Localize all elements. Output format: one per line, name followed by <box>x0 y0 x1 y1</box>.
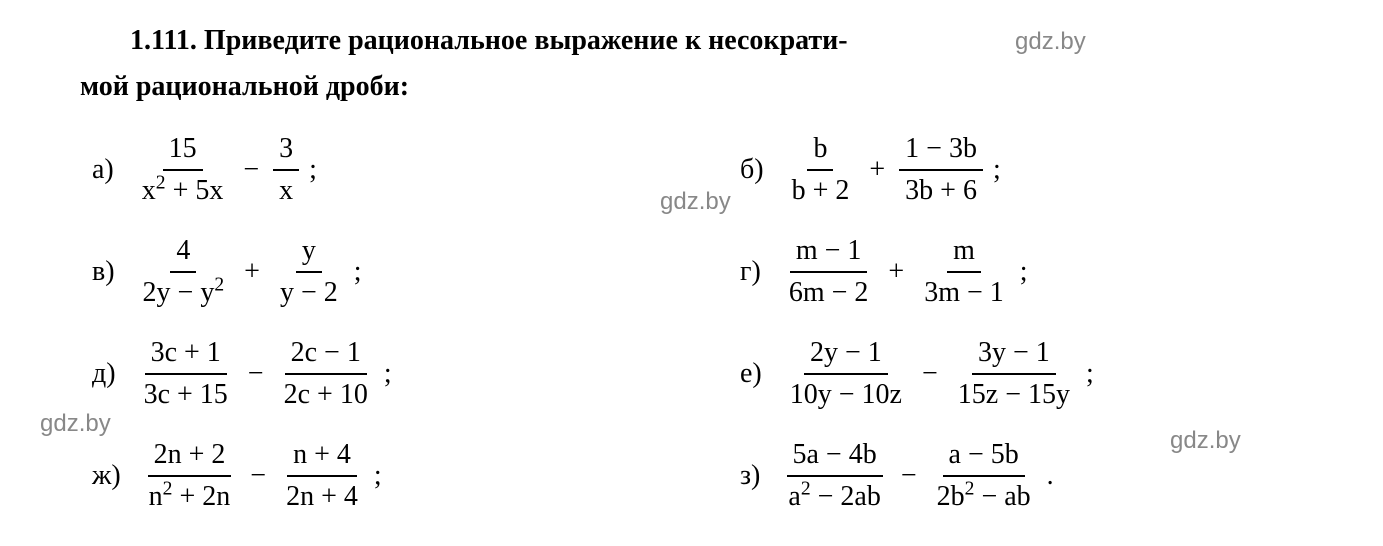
denominator: a2 − 2ab <box>782 477 886 515</box>
fraction: 3y − 115z − 15y <box>952 335 1076 414</box>
operator: + <box>869 154 885 186</box>
punctuation: ; <box>993 154 1001 186</box>
problem-header-line1: 1.111. Приведите рациональное выражение … <box>80 20 1303 62</box>
numerator: y <box>296 233 322 273</box>
punctuation: ; <box>374 460 382 492</box>
watermark-text: gdz.by <box>40 410 111 438</box>
problem-letter: б) <box>740 154 764 186</box>
fraction: 2n + 2n2 + 2n <box>143 437 237 516</box>
fraction: 2c − 12c + 10 <box>278 335 374 414</box>
fraction: n + 42n + 4 <box>280 437 364 516</box>
punctuation: ; <box>309 154 317 186</box>
problem-letter: д) <box>92 358 116 390</box>
left-column: а)15x2 + 5x−3x;в)42y − y2+yy − 2;д)3c + … <box>92 126 652 534</box>
right-column: б) bb + 2 +1 − 3b3b + 6; г) m − 16m − 2 + m3m … <box>740 126 1300 534</box>
punctuation: . <box>1047 460 1054 492</box>
numerator: 3 <box>273 131 299 171</box>
problem-letter: а) <box>92 154 114 186</box>
problem-letter: в) <box>92 256 115 288</box>
fraction: yy − 2 <box>274 233 344 312</box>
denominator: n2 + 2n <box>143 477 237 515</box>
numerator: 3y − 1 <box>972 335 1056 375</box>
numerator: a − 5b <box>943 437 1025 477</box>
numerator: 4 <box>170 233 196 273</box>
problem-letter: е) <box>740 358 762 390</box>
denominator: 2n + 4 <box>280 477 364 515</box>
fraction: 1 − 3b3b + 6 <box>899 131 983 210</box>
denominator: 2c + 10 <box>278 375 374 413</box>
problem-row: в) 42y − y2 + yy − 2; <box>92 228 652 316</box>
fraction: 2y − 110y − 10z <box>784 335 908 414</box>
numerator: 5a − 4b <box>787 437 883 477</box>
fraction: 3c + 13c + 15 <box>138 335 234 414</box>
denominator: 2y − y2 <box>137 273 231 311</box>
denominator: 3b + 6 <box>899 171 983 209</box>
punctuation: ; <box>384 358 392 390</box>
numerator: 15 <box>163 131 203 171</box>
numerator: 2c − 1 <box>285 335 367 375</box>
watermark-text: gdz.by <box>1170 427 1241 455</box>
fraction: 42y − y2 <box>137 233 231 312</box>
punctuation: ; <box>354 256 362 288</box>
problem-number: 1.111. <box>130 25 197 56</box>
numerator: n + 4 <box>287 437 357 477</box>
numerator: 1 − 3b <box>899 131 983 171</box>
operator: − <box>250 460 266 492</box>
punctuation: ; <box>1086 358 1094 390</box>
problem-letter: ж) <box>92 460 121 492</box>
numerator: 2n + 2 <box>148 437 232 477</box>
denominator: 10y − 10z <box>784 375 908 413</box>
problem-row: б) bb + 2 +1 − 3b3b + 6; <box>740 126 1300 214</box>
denominator: 2b2 − ab <box>931 477 1037 515</box>
fraction: 3x <box>273 131 299 210</box>
operator: + <box>888 256 904 288</box>
problem-letter: з) <box>740 460 760 492</box>
punctuation: ; <box>1020 256 1028 288</box>
numerator: b <box>807 131 833 171</box>
fraction: 15x2 + 5x <box>136 131 230 210</box>
denominator: 15z − 15y <box>952 375 1076 413</box>
fraction: m − 16m − 2 <box>783 233 875 312</box>
fraction: 5a − 4ba2 − 2ab <box>782 437 886 516</box>
operator: + <box>244 256 260 288</box>
watermark-text: gdz.by <box>1015 28 1086 56</box>
fraction: m3m − 1 <box>918 233 1010 312</box>
problem-row: ж) 2n + 2n2 + 2n−n + 42n + 4; <box>92 432 652 520</box>
problem-row: д) 3c + 13c + 15−2c − 12c + 10; <box>92 330 652 418</box>
numerator: 2y − 1 <box>804 335 888 375</box>
numerator: 3c + 1 <box>145 335 227 375</box>
denominator: x2 + 5x <box>136 171 230 209</box>
denominator: 3m − 1 <box>918 273 1010 311</box>
denominator: y − 2 <box>274 273 344 311</box>
denominator: x <box>273 171 299 209</box>
operator: − <box>922 358 938 390</box>
fraction: bb + 2 <box>786 131 856 210</box>
problem-row: г) m − 16m − 2 + m3m − 1; <box>740 228 1300 316</box>
problem-header-line2: мой рациональной дроби: <box>80 66 1303 108</box>
problem-row: е)2y − 110y − 10z−3y − 115z − 15y; <box>740 330 1300 418</box>
denominator: 6m − 2 <box>783 273 875 311</box>
problem-letter: г) <box>740 256 761 288</box>
denominator: 3c + 15 <box>138 375 234 413</box>
operator: − <box>248 358 264 390</box>
header-text-1: Приведите рациональное выражение к несок… <box>197 25 848 56</box>
numerator: m − 1 <box>790 233 868 273</box>
operator: − <box>243 154 259 186</box>
operator: − <box>901 460 917 492</box>
denominator: b + 2 <box>786 171 856 209</box>
problem-row: а) 15x2 + 5x−3x; <box>92 126 652 214</box>
numerator: m <box>947 233 981 273</box>
watermark-text: gdz.by <box>660 188 731 216</box>
fraction: a − 5b2b2 − ab <box>931 437 1037 516</box>
